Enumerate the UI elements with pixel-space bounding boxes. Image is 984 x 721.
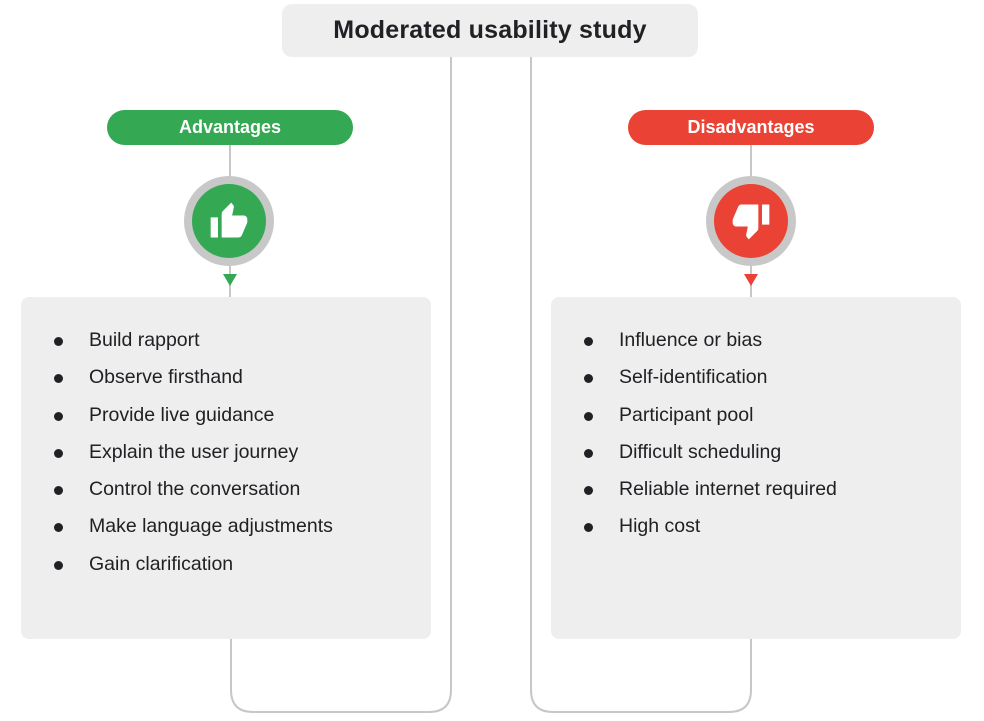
list-item: Difficult scheduling [551,439,961,476]
thumbs-up-icon [210,202,248,238]
disadvantages-label: Disadvantages [628,110,874,145]
list-item: Self-identification [551,364,961,401]
disadvantages-panel: Influence or bias Self-identification Pa… [551,297,961,639]
advantages-panel: Build rapport Observe firsthand Provide … [21,297,431,639]
bullet-icon [54,411,63,421]
diagram-title: Moderated usability study [282,4,698,57]
bullet-icon [584,411,593,421]
list-item: Participant pool [551,402,961,439]
bullet-icon [54,374,63,384]
bullet-icon [584,374,593,384]
disadvantages-list: Influence or bias Self-identification Pa… [551,297,961,551]
list-item: Provide live guidance [21,402,431,439]
list-item: High cost [551,513,961,550]
list-item: Make language adjustments [21,513,431,550]
list-item: Influence or bias [551,327,961,364]
list-item: Gain clarification [21,551,431,588]
bullet-icon [54,560,63,570]
bullet-icon [54,337,63,346]
advantages-arrow-icon [223,274,237,286]
bullet-icon [54,486,63,496]
disadvantages-badge [706,176,796,266]
thumbs-down-icon [732,204,770,240]
list-item: Explain the user journey [21,439,431,476]
disadvantages-arrow-icon [744,274,758,286]
bullet-icon [584,486,593,496]
bullet-icon [584,523,593,533]
list-item: Reliable internet required [551,476,961,513]
bullet-icon [584,448,593,458]
list-item: Build rapport [21,327,431,364]
advantages-list: Build rapport Observe firsthand Provide … [21,297,431,588]
bullet-icon [54,448,63,458]
list-item: Control the conversation [21,476,431,513]
advantages-badge [184,176,274,266]
advantages-label: Advantages [107,110,353,145]
list-item: Observe firsthand [21,364,431,401]
bullet-icon [584,337,593,346]
bullet-icon [54,523,63,533]
